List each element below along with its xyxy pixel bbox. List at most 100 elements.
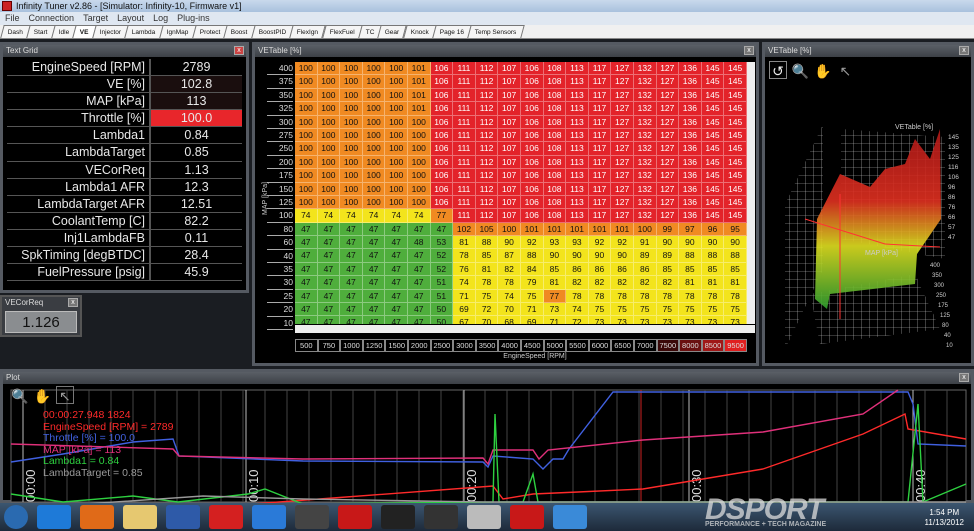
ve-cell[interactable]: 92 [588, 236, 612, 250]
ve-cell[interactable]: 101 [407, 62, 431, 76]
ve-cell[interactable]: 117 [588, 142, 612, 156]
ve-cell[interactable]: 47 [295, 262, 318, 277]
ve-cell[interactable]: 108 [543, 102, 567, 116]
ve-cell[interactable]: 75 [633, 303, 657, 317]
ve-cell[interactable]: 100 [340, 195, 363, 210]
ve-cell[interactable]: 145 [724, 182, 747, 196]
ve-cell[interactable]: 78 [679, 289, 702, 304]
ve-cell[interactable]: 78 [588, 289, 612, 304]
ve-cell[interactable]: 82 [611, 276, 634, 290]
ve-cell[interactable]: 90 [566, 249, 589, 263]
ve-cell[interactable]: 81 [475, 262, 499, 277]
ve-cell[interactable]: 47 [362, 289, 386, 304]
ve-cell[interactable]: 145 [724, 75, 747, 89]
ve-cell[interactable]: 100 [362, 195, 386, 210]
ve-cell[interactable]: 127 [611, 62, 634, 76]
ve-cell[interactable]: 47 [295, 222, 318, 237]
ve-cell[interactable]: 100 [385, 128, 408, 143]
ve-cell[interactable]: 107 [498, 142, 521, 156]
ve-cell[interactable]: 100 [295, 128, 318, 143]
ve-cell[interactable]: 92 [520, 236, 544, 250]
ve-cell[interactable]: 101 [520, 222, 544, 237]
ve-cell[interactable]: 100 [362, 115, 386, 129]
ve-cell[interactable]: 106 [520, 182, 544, 196]
ve-cell[interactable]: 145 [701, 75, 725, 89]
ve-cell[interactable]: 136 [679, 75, 702, 89]
ve-cell[interactable]: 68 [498, 316, 521, 324]
ve-cell[interactable]: 87 [498, 249, 521, 263]
ve-cell[interactable]: 117 [588, 128, 612, 143]
ve-cell[interactable]: 127 [656, 182, 680, 196]
file-explorer-icon[interactable] [123, 505, 157, 529]
firefox-icon[interactable] [80, 505, 114, 529]
ve-cell[interactable]: 47 [295, 236, 318, 250]
ve-cell[interactable]: 108 [543, 62, 567, 76]
ve-cell[interactable]: 88 [679, 249, 702, 263]
ve-cell[interactable]: 100 [340, 142, 363, 156]
ve-cell[interactable]: 89 [633, 249, 657, 263]
ve-cell[interactable]: 74 [566, 303, 589, 317]
ve-cell[interactable]: 100 [317, 182, 341, 196]
ve-cell[interactable]: 106 [520, 62, 544, 76]
ve-cell[interactable]: 86 [611, 262, 634, 277]
ve-cell[interactable]: 132 [633, 88, 657, 103]
ve-cell[interactable]: 100 [317, 142, 341, 156]
ve-cell[interactable]: 132 [633, 209, 657, 223]
ve-cell[interactable]: 136 [679, 128, 702, 143]
ve-cell[interactable]: 106 [520, 209, 544, 223]
ve-cell[interactable]: 132 [633, 128, 657, 143]
ve-cell[interactable]: 47 [407, 222, 431, 237]
ve-cell[interactable]: 117 [588, 88, 612, 103]
ve-cell[interactable]: 108 [543, 169, 567, 183]
ve-cell[interactable]: 127 [656, 155, 680, 170]
ve-cell[interactable]: 100 [498, 222, 521, 237]
ve-cell[interactable]: 100 [385, 102, 408, 116]
ve-3d-surface[interactable]: VETable [%] MAP [kPa] 145 135 125 116 106 96 8… [765, 79, 971, 364]
ve-cell[interactable]: 73 [679, 316, 702, 324]
ve-cell[interactable]: 47 [340, 222, 363, 237]
ve-cell[interactable]: 112 [475, 195, 499, 210]
ve-cell[interactable]: 81 [679, 276, 702, 290]
ve-cell[interactable]: 78 [724, 289, 747, 304]
ve-cell[interactable]: 112 [475, 182, 499, 196]
ve-cell[interactable]: 72 [566, 316, 589, 324]
ve-cell[interactable]: 100 [295, 182, 318, 196]
ve-cell[interactable]: 91 [633, 236, 657, 250]
ve-cell[interactable]: 95 [724, 222, 747, 237]
r-app-icon[interactable] [209, 505, 243, 529]
ve-cell[interactable]: 100 [295, 195, 318, 210]
ve-cell[interactable]: 127 [611, 169, 634, 183]
ve-cell[interactable]: 117 [588, 62, 612, 76]
ve-cell[interactable]: 100 [362, 128, 386, 143]
ve-cell[interactable]: 72 [475, 303, 499, 317]
ve-cell[interactable]: 69 [520, 316, 544, 324]
ve-cell[interactable]: 136 [679, 195, 702, 210]
ve-cell[interactable]: 117 [588, 75, 612, 89]
ve-cell[interactable]: 100 [340, 169, 363, 183]
close-icon[interactable]: x [744, 46, 754, 55]
ve-cell[interactable]: 85 [656, 262, 680, 277]
ve-cell[interactable]: 107 [498, 182, 521, 196]
ve-cell[interactable]: 132 [633, 182, 657, 196]
ve-cell[interactable]: 70 [498, 303, 521, 317]
ve-cell[interactable]: 100 [340, 102, 363, 116]
ve-cell[interactable]: 132 [633, 169, 657, 183]
ve-cell[interactable]: 73 [611, 316, 634, 324]
ve-cell[interactable]: 111 [453, 169, 476, 183]
ve-cell[interactable]: 47 [407, 289, 431, 304]
ve-cell[interactable]: 47 [295, 289, 318, 304]
menu-plug-ins[interactable]: Plug-ins [177, 13, 210, 23]
ve-cell[interactable]: 47 [362, 276, 386, 290]
ve-cell[interactable]: 106 [520, 142, 544, 156]
ve-cell[interactable]: 71 [543, 316, 567, 324]
ve-cell[interactable]: 100 [295, 62, 318, 76]
ve-cell[interactable]: 145 [724, 155, 747, 170]
ve-cell[interactable]: 106 [520, 102, 544, 116]
ve-cell[interactable]: 136 [679, 115, 702, 129]
ve-cell[interactable]: 111 [453, 88, 476, 103]
ve-cell[interactable]: 117 [588, 209, 612, 223]
ve-cell[interactable]: 89 [656, 249, 680, 263]
ve-cell[interactable]: 78 [611, 289, 634, 304]
ve-cell[interactable]: 85 [543, 262, 567, 277]
ve-cell[interactable]: 111 [453, 195, 476, 210]
